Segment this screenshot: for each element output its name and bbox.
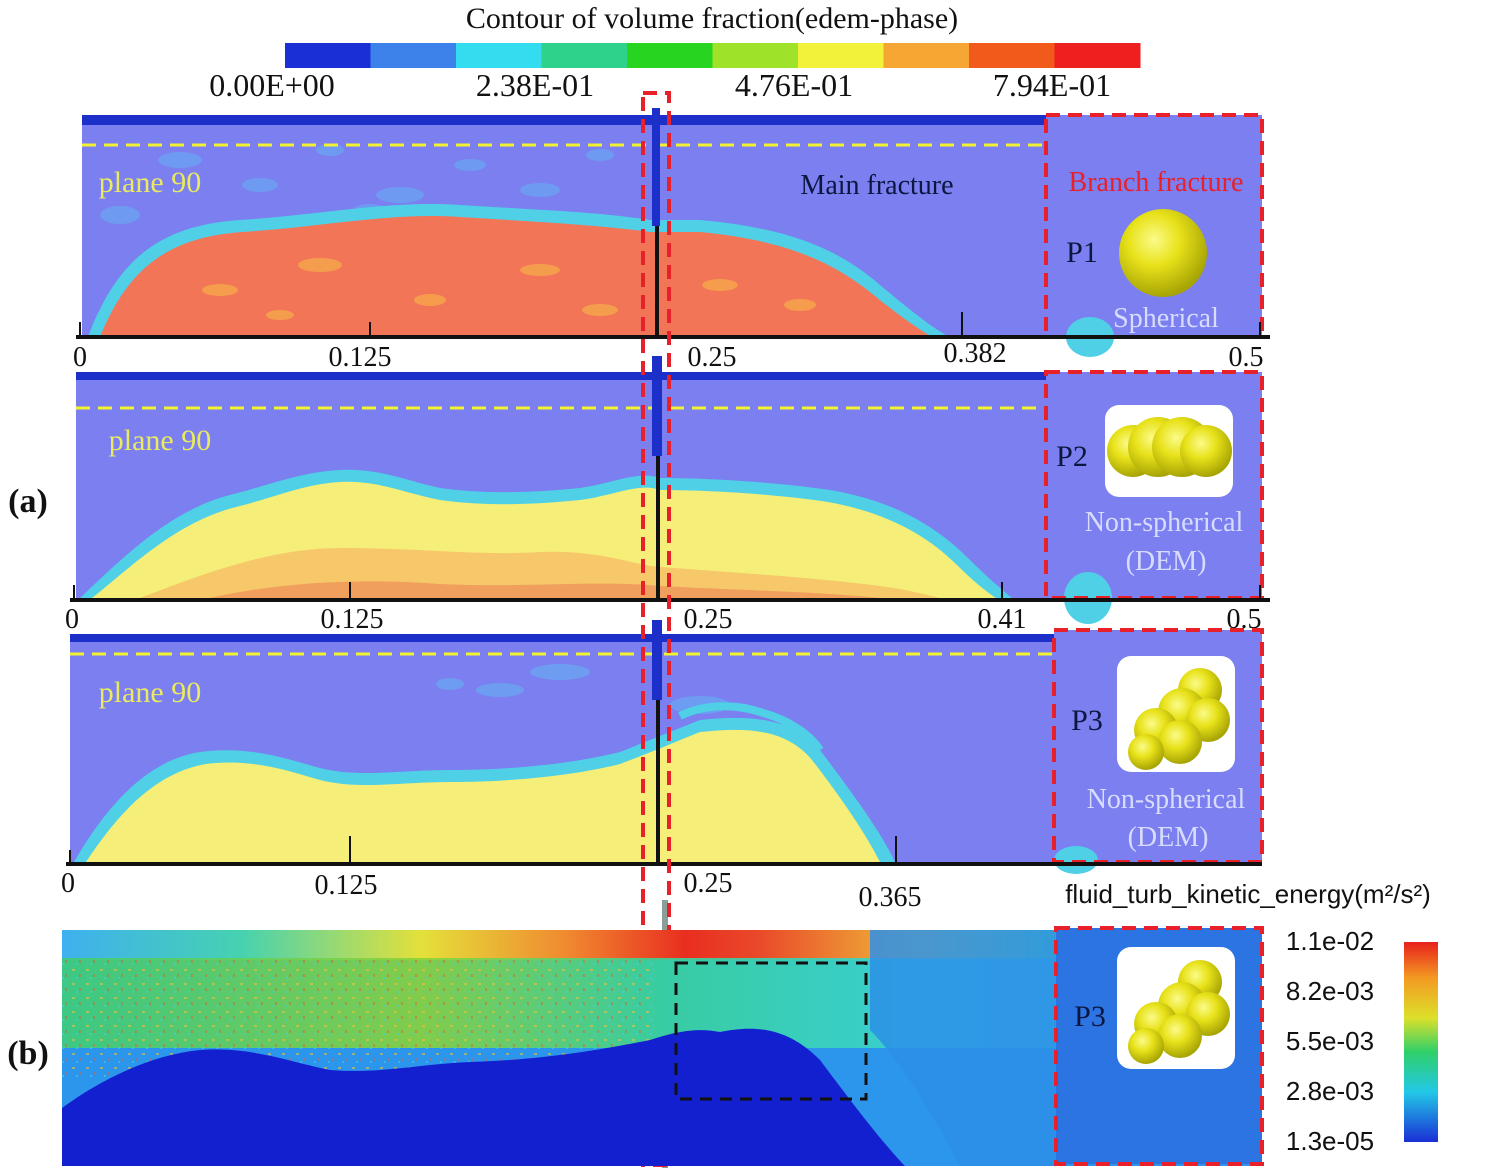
particle-type-label: Non-spherical [1085,507,1244,538]
axis-tick-label: 0.365 [859,882,922,913]
panel-b-turbulence-contour: P3 [62,926,1264,1166]
colorbar-segment [627,43,713,68]
particle-type-label: (DEM) [1126,546,1207,577]
turbulence-tick-label: 5.5e-03 [1286,1026,1374,1056]
branch-fracture-label: Branch fracture [1069,167,1244,198]
bed-texture [202,258,816,320]
particle-cluster-p2-icon [1105,405,1233,497]
particle-id-label: P1 [1066,236,1098,269]
colorbar-segment [285,43,371,68]
axis-tick-label: 0.5 [1229,342,1264,373]
colorbar-volume-fraction [285,43,1141,68]
plane-label: plane 90 [99,166,201,199]
axis-tick-label: 0.382 [944,338,1007,369]
settled-bed [62,1028,905,1166]
wave-crest [678,702,824,753]
proppant-bed [86,729,880,862]
plane-label: plane 90 [99,676,201,709]
colorbar-segment [370,43,457,68]
bed-bottom [210,581,880,598]
particle-type-label: Spherical [1113,303,1219,334]
axis-tick-label: 0 [65,604,79,635]
turbulence-tick-label: 1.1e-02 [1286,926,1374,956]
colorbar-segment [456,43,542,68]
turbulence-tick-label: 8.2e-03 [1286,976,1374,1006]
particle-id-label: P2 [1056,440,1088,473]
particle-type-label: (DEM) [1128,822,1209,853]
colorbar-title: Contour of volume fraction(edem-phase) [466,2,958,35]
turbulence-tick-label: 1.3e-05 [1286,1126,1374,1156]
colorbar-segment [883,43,970,68]
axis-tick-label: 0.125 [329,342,392,373]
colorbar-segment [969,43,1055,68]
colorbar-tick-label: 4.76E-01 [735,67,853,103]
panel-label-a: (a) [8,483,48,520]
particle-id-label: P3 [1074,1000,1106,1033]
particle-spherical-icon [1119,209,1207,297]
turbulence-tick-label: 2.8e-03 [1286,1076,1374,1106]
panel-label-b: (b) [7,1035,49,1072]
particle-cluster-p3-icon [1117,947,1235,1069]
fracture-top-wall [70,634,1262,642]
turbulence-colorbar-ticks: 1.1e-02 8.2e-03 5.5e-03 2.8e-03 1.3e-05 [1286,926,1374,1156]
axis-tick-label: 0.25 [684,868,733,899]
axis-tick-label: 0.25 [684,604,733,635]
plane-label: plane 90 [109,424,211,457]
particle-type-label: Non-spherical [1087,784,1246,815]
axis-tick-label: 0 [73,342,87,373]
panel-p3: plane 90 P3 Non-spherical (DEM) 0 0.125 … [61,628,1264,913]
turbulence-colorbar-title: fluid_turb_kinetic_energy(m²/s²) [1065,879,1431,909]
colorbar-segment [541,43,628,68]
turbulence-colorbar [1404,942,1438,1142]
panel-p1: plane 90 Main fracture Branch fracture P… [73,113,1270,373]
axis-tick-label: 0.125 [321,604,384,635]
main-fracture-label: Main fracture [800,170,953,201]
particle-cluster-p3-icon [1117,656,1235,772]
proppant-bed [100,215,932,337]
fracture-top-wall [82,115,1262,125]
colorbar-segment [1054,43,1141,68]
axis-tick-label: 0.125 [315,870,378,901]
axis-tick-label: 0.41 [978,604,1027,635]
colorbar-segment [798,43,884,68]
colorbar-tick-label: 7.94E-01 [993,67,1111,103]
axis-tick-marks [79,312,1261,337]
colorbar-segment [712,43,799,68]
colorbar-tick-labels: 0.00E+00 2.38E-01 4.76E-01 7.94E-01 [209,67,1111,103]
zoom-box [674,961,868,1101]
axis-tick-label: 0 [61,868,75,899]
colorbar-tick-label: 0.00E+00 [209,67,335,103]
axis-tick-marks [69,836,897,864]
particle-id-label: P3 [1071,704,1103,737]
outer-field [870,930,1060,1166]
axis-tick-label: 0.25 [688,342,737,373]
axis-tick-marks [73,582,1261,600]
colorbar-tick-label: 2.38E-01 [476,67,594,103]
